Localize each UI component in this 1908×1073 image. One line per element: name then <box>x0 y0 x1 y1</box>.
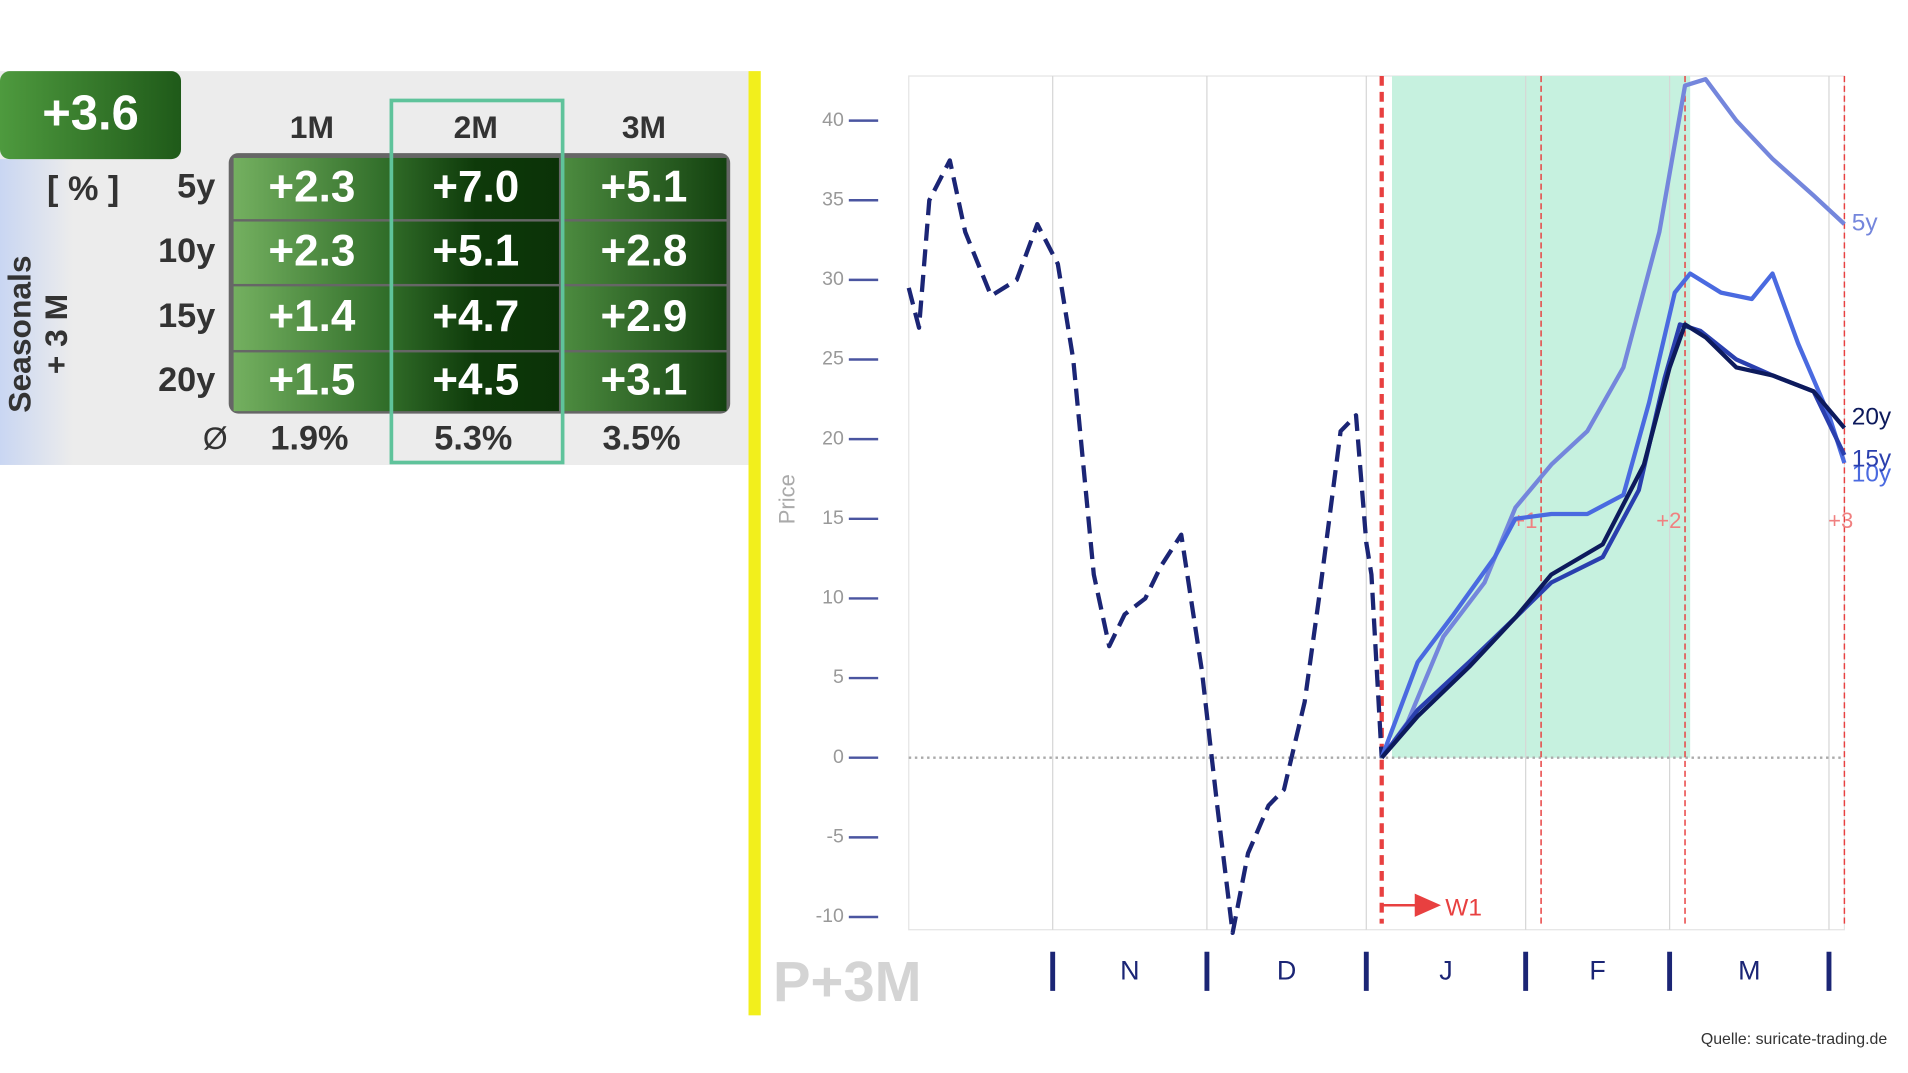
cell <box>561 221 727 284</box>
average-value: 3.5% <box>602 420 680 458</box>
cell <box>392 286 559 350</box>
cell-value: +4.5 <box>432 356 519 405</box>
y-tick-label: 10 <box>822 587 844 609</box>
y-tick-label: -5 <box>827 826 845 848</box>
y-tick-label: 35 <box>822 188 844 210</box>
plot-area <box>908 75 1846 931</box>
y-tick-label: -10 <box>816 905 844 927</box>
x-tick-label: D <box>1277 956 1296 986</box>
badge <box>0 71 182 160</box>
table: 1M 2M 3M 5y +2.3 +7.0 +5.1 10y +2.3 +5.1 +2.8 15y +1… <box>158 109 727 458</box>
cell-value: +2.8 <box>600 227 687 276</box>
cell-value: +5.1 <box>600 162 687 211</box>
divider <box>748 71 761 1016</box>
series-line <box>1380 322 1847 760</box>
unit: [ % ] <box>47 170 119 208</box>
legend-label: 20y <box>1852 404 1892 431</box>
side-label: Seasonals <box>1 255 37 412</box>
cell <box>561 352 727 412</box>
y-tick-label: 25 <box>822 348 844 370</box>
watermark: P+3M <box>773 950 922 1013</box>
cell-value: +5.1 <box>432 227 519 276</box>
row-label: 5y <box>177 168 215 206</box>
series-line <box>1379 271 1847 759</box>
cell <box>561 286 727 350</box>
marker-label: +2 <box>1656 508 1681 533</box>
y-axis-label: Price <box>775 474 800 524</box>
cell-value: +7.0 <box>432 162 519 211</box>
side-label: + 3 M <box>38 294 74 374</box>
x-tick-label: F <box>1589 956 1605 986</box>
marker-label: W1 <box>1445 894 1482 921</box>
row-label: 10y <box>158 232 215 270</box>
cell <box>392 352 559 412</box>
cell <box>233 157 391 220</box>
cell <box>392 157 559 220</box>
cell-value: +2.3 <box>268 227 355 276</box>
legend-label: 5y <box>1852 210 1879 237</box>
badge-text: +3.6 <box>42 86 139 140</box>
average-value: 1.9% <box>270 420 348 458</box>
y-tick-label: 0 <box>833 746 844 768</box>
marker-label: +3 <box>1828 508 1853 533</box>
cell-value: +2.9 <box>600 292 687 341</box>
cell-value: +1.4 <box>268 292 355 341</box>
marker-arrow <box>1381 893 1441 917</box>
cell-value: +1.5 <box>268 356 355 405</box>
source: Quelle: suricate-trading.de <box>1701 1031 1888 1048</box>
average-value: 5.3% <box>434 420 512 458</box>
average-label: Ø <box>203 420 228 456</box>
legend-label: 10y <box>1852 461 1892 488</box>
series-line <box>1379 77 1846 760</box>
side-shade <box>0 159 74 465</box>
x-tick-label: J <box>1439 956 1452 986</box>
cell-value: +3.1 <box>600 356 687 405</box>
x-tick-label: N <box>1120 956 1139 986</box>
y-tick-label: 30 <box>822 268 844 290</box>
row-label: 20y <box>158 361 215 399</box>
cell <box>233 352 391 412</box>
cell <box>233 286 391 350</box>
column-highlight <box>389 98 565 465</box>
cell-value: +4.7 <box>432 292 519 341</box>
legend-label: 15y <box>1852 445 1892 472</box>
cell-value: +2.3 <box>268 162 355 211</box>
cell <box>392 221 559 284</box>
y-tick-label: 20 <box>822 427 844 449</box>
row-label: 15y <box>158 297 215 335</box>
column-header: 1M <box>290 109 334 145</box>
history-line <box>906 158 1384 936</box>
y-tick-label: 40 <box>822 109 844 131</box>
cell <box>233 221 391 284</box>
y-tick-label: 5 <box>833 666 844 688</box>
column-header: 3M <box>622 109 666 145</box>
cell <box>561 157 727 220</box>
x-tick-label: M <box>1738 956 1760 986</box>
column-header: 2M <box>454 109 498 145</box>
y-tick-label: 15 <box>822 507 844 529</box>
